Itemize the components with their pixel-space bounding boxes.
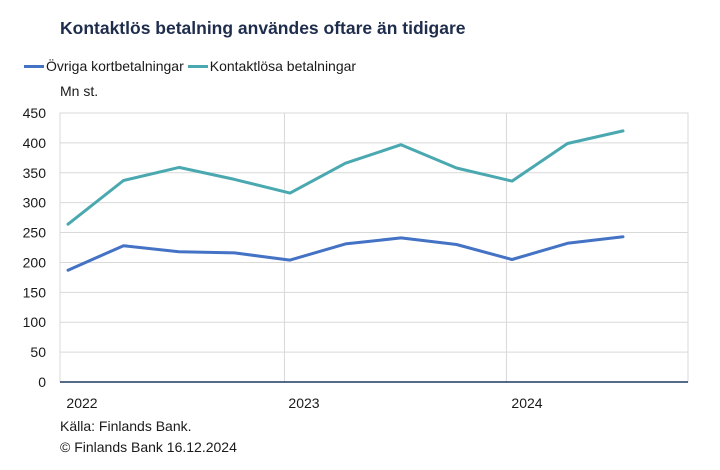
legend-item-ovriga: Övriga kortbetalningar bbox=[24, 58, 184, 74]
y-tick-label: 50 bbox=[30, 344, 46, 360]
series-line-kontaktlosa bbox=[66, 129, 625, 226]
x-tick-label: 2023 bbox=[288, 395, 319, 411]
legend-label-ovriga: Övriga kortbetalningar bbox=[46, 58, 184, 74]
x-tick-label: 2024 bbox=[511, 395, 542, 411]
x-tick-label: 2022 bbox=[66, 395, 97, 411]
legend: Övriga kortbetalningar Kontaktlösa betal… bbox=[24, 58, 360, 74]
legend-item-kontaktlosa: Kontaktlösa betalningar bbox=[187, 58, 357, 74]
y-tick-label: 150 bbox=[23, 284, 47, 300]
y-tick-label: 450 bbox=[23, 105, 47, 121]
legend-swatch-kontaktlosa bbox=[187, 64, 208, 68]
legend-label-kontaktlosa: Kontaktlösa betalningar bbox=[209, 58, 357, 74]
y-tick-label: 250 bbox=[23, 225, 47, 241]
y-tick-label: 400 bbox=[23, 135, 47, 151]
y-tick-label: 0 bbox=[38, 374, 46, 390]
series-line-ovriga bbox=[66, 235, 625, 272]
source-note: Källa: Finlands Bank. bbox=[60, 418, 192, 434]
chart-title: Kontaktlös betalning användes oftare än … bbox=[60, 18, 466, 38]
y-axis-unit-label: Mn st. bbox=[60, 83, 99, 99]
y-tick-label: 100 bbox=[23, 314, 47, 330]
legend-swatch-ovriga bbox=[24, 64, 44, 68]
y-tick-label: 300 bbox=[23, 195, 47, 211]
copyright-note: © Finlands Bank 16.12.2024 bbox=[60, 439, 237, 455]
y-tick-label: 200 bbox=[23, 254, 47, 270]
y-tick-label: 350 bbox=[23, 165, 47, 181]
